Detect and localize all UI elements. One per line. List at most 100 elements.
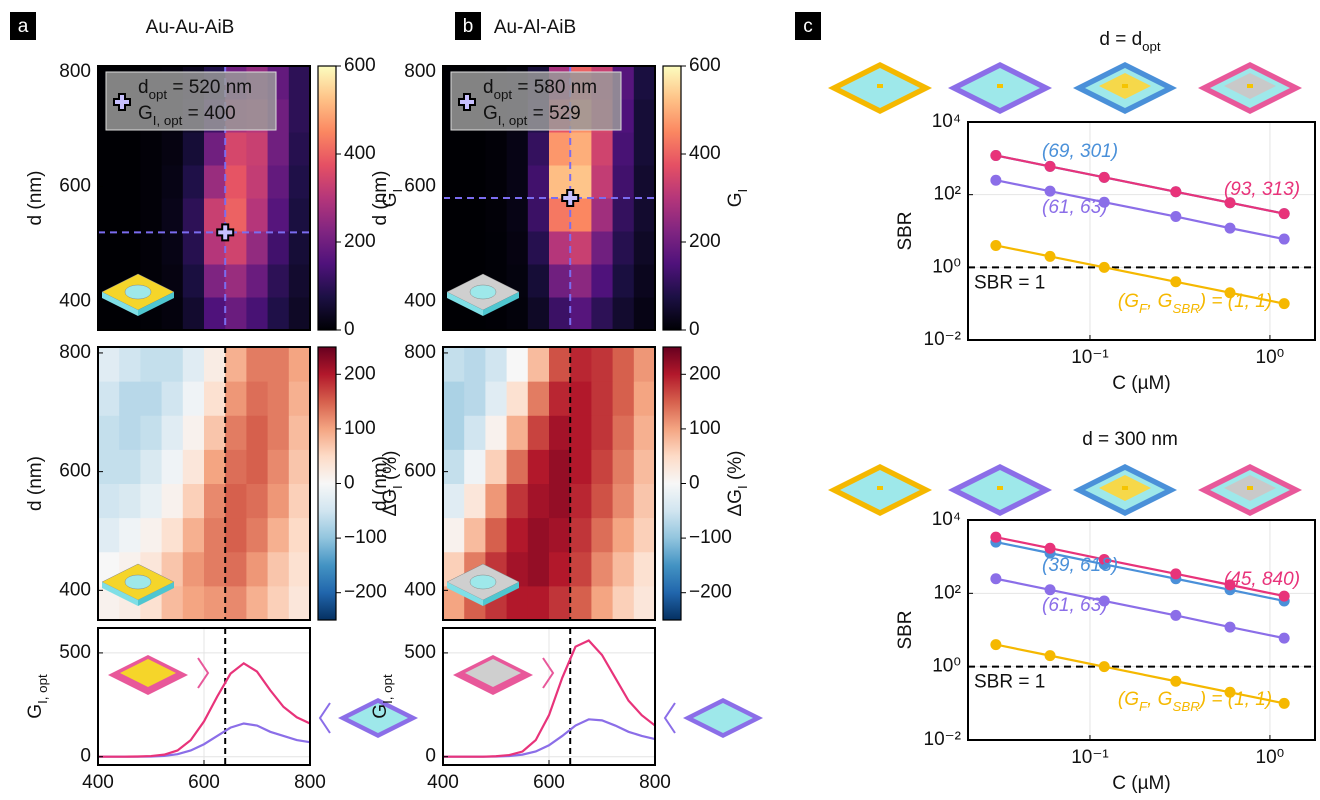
data-point (990, 150, 1001, 161)
y-tick-label: 800 (59, 342, 91, 363)
heatmap-cell (528, 518, 550, 553)
heatmap-cell (204, 381, 226, 416)
heatmap-cell (549, 264, 571, 298)
chart-title: d = 300 nm (1082, 429, 1178, 450)
sample-icon (125, 285, 151, 299)
heatmap-cell (464, 231, 486, 265)
heatmap-cell (528, 264, 550, 298)
heatmap-cell (485, 381, 507, 416)
heatmap-cell (246, 415, 268, 450)
heatmap-cell (204, 518, 226, 553)
heatmap-cell (549, 415, 571, 450)
y-tick-label: 600 (59, 176, 91, 197)
heatmap-cell (507, 198, 529, 232)
heatmap-cell (183, 381, 205, 416)
heatmap-cell (570, 552, 592, 587)
heatmap-cell (289, 347, 311, 382)
heatmap-cell (98, 449, 120, 484)
heatmap-cell (591, 415, 613, 450)
heatmap-cell (225, 552, 247, 587)
data-point (1170, 186, 1181, 197)
data-point (990, 240, 1001, 251)
y-axis-label: d (nm) (370, 456, 391, 511)
heatmap-cell (225, 165, 247, 199)
heatmap-cell (464, 381, 486, 416)
heatmap-cell (464, 415, 486, 450)
colorbar-tick-label: −200 (689, 582, 732, 603)
subscript: I, opt (380, 674, 395, 704)
heatmap-cell (591, 231, 613, 265)
heatmap-cell (570, 264, 592, 298)
text-part: d = d (1099, 29, 1142, 50)
data-point (1225, 622, 1236, 633)
heatmap-cell (246, 484, 268, 519)
heatmap-cell (613, 198, 635, 232)
heatmap-cell (289, 297, 311, 331)
text-part: d (138, 77, 149, 98)
heatmap-cell (613, 264, 635, 298)
heatmap-cell (570, 381, 592, 416)
heatmap-cell (246, 449, 268, 484)
heatmap-cell (268, 586, 290, 621)
sample-icon (997, 84, 1003, 88)
y-tick-label: 500 (59, 642, 91, 663)
heatmap-cell (119, 198, 141, 232)
heatmap-cell (485, 449, 507, 484)
x-tick-label: 10⁻¹ (1071, 747, 1109, 768)
heatmap-cell (289, 264, 311, 298)
heatmap-cell (183, 415, 205, 450)
heatmap-cell (443, 518, 465, 553)
y-tick-label: 600 (59, 461, 91, 482)
reference-label: SBR = 1 (974, 672, 1045, 693)
heatmap-cell (634, 231, 656, 265)
panel-letter: a (18, 16, 29, 37)
heatmap-cell (140, 449, 162, 484)
data-point (990, 532, 1001, 543)
y-axis-label: SBR (895, 211, 916, 250)
heatmap-cell (246, 347, 268, 382)
text-part: ΔG (725, 489, 746, 516)
heatmap-cell (570, 297, 592, 331)
heatmap-cell (140, 132, 162, 166)
colorbar-tick-label: −100 (344, 527, 387, 548)
y-tick-label: 400 (404, 290, 436, 311)
heatmap-cell (246, 297, 268, 331)
data-point (1279, 591, 1290, 602)
heatmap-cell (289, 165, 311, 199)
heatmap-cell (289, 449, 311, 484)
heatmap-cell (613, 449, 635, 484)
heatmap-cell (98, 165, 120, 199)
heatmap-cell (119, 347, 141, 382)
heatmap-cell (183, 518, 205, 553)
heatmap-cell (549, 449, 571, 484)
heatmap-cell (140, 381, 162, 416)
subscript: opt (149, 87, 168, 102)
y-tick-label: 400 (59, 290, 91, 311)
data-point (1225, 223, 1236, 234)
panel-letter: c (803, 16, 813, 37)
heatmap-cell (464, 449, 486, 484)
subscript: I, opt (153, 113, 183, 128)
heatmap-cell (162, 518, 184, 553)
heatmap-cell (98, 198, 120, 232)
heatmap-cell (591, 264, 613, 298)
heatmap-cell (485, 132, 507, 166)
heatmap-cell (634, 297, 656, 331)
colorbar-tick-label: 400 (344, 143, 376, 164)
heatmap-cell (140, 231, 162, 265)
heatmap-cell (225, 518, 247, 553)
heatmap-cell (443, 381, 465, 416)
data-point (1279, 698, 1290, 709)
y-tick-label: 500 (404, 642, 436, 663)
colorbar-tick-label: 0 (344, 319, 355, 340)
heatmap-cell (507, 484, 529, 519)
heatmap-cell (268, 518, 290, 553)
heatmap-cell (162, 415, 184, 450)
heatmap-cell (225, 484, 247, 519)
heatmap-cell (634, 132, 656, 166)
sample-arrow (665, 703, 675, 733)
heatmap-cell (549, 347, 571, 382)
heatmap-cell (289, 518, 311, 553)
heatmap-cell (634, 66, 656, 100)
colorbar-tick-label: 100 (344, 418, 376, 439)
